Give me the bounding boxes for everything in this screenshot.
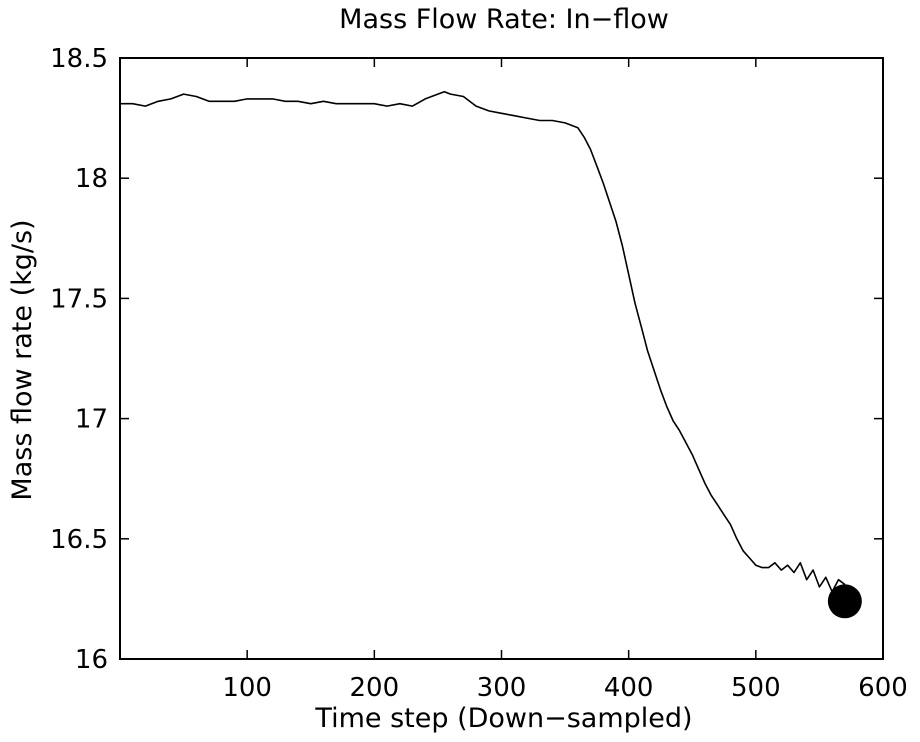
x-tick-label: 200 [350, 673, 400, 703]
y-tick-label: 17 [75, 405, 108, 435]
x-tick-labels: 100 200 300 400 500 600 [222, 673, 907, 703]
y-tick-label: 16.5 [50, 525, 108, 555]
y-axis-label: Mass flow rate (kg/s) [7, 219, 38, 500]
end-point-marker [827, 584, 862, 619]
x-axis-label: Time step (Down−sampled) [314, 703, 692, 734]
y-tick-label: 16 [75, 645, 108, 675]
plot-area-frame [119, 57, 884, 660]
x-tick-label: 100 [222, 673, 272, 703]
annotations [827, 584, 862, 619]
x-tick-label: 400 [604, 673, 654, 703]
chart-title: Mass Flow Rate: In−flow [339, 4, 669, 35]
y-tick-label: 17.5 [50, 284, 108, 314]
y-tick-label: 18.5 [50, 44, 108, 74]
x-tick-label: 500 [731, 673, 781, 703]
x-tick-label: 300 [477, 673, 527, 703]
axis-ticks [120, 57, 884, 660]
y-tick-label: 18 [75, 164, 108, 194]
x-tick-label: 600 [858, 673, 908, 703]
y-tick-labels: 16 16.5 17 17.5 18 18.5 [50, 44, 108, 675]
series-line [120, 90, 846, 593]
